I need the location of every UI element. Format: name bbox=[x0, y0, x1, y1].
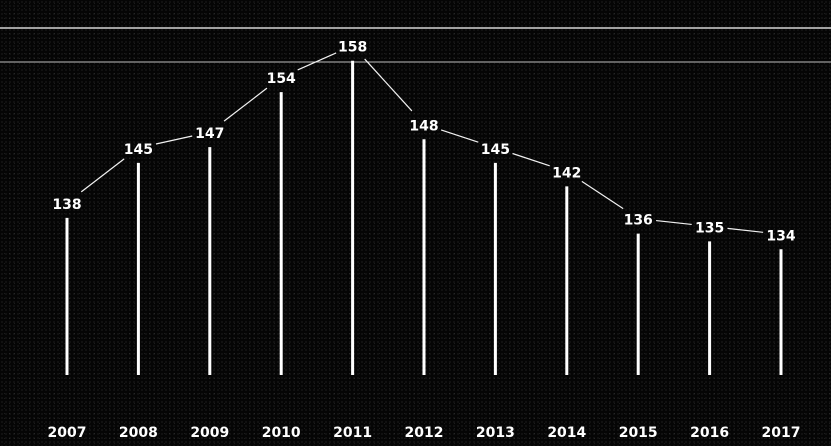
value-stems bbox=[65, 60, 783, 375]
year-label-2015: 2015 bbox=[619, 425, 658, 441]
value-labels: 138 145 147 154 158 148 145 142 136 135 134 bbox=[52, 40, 795, 245]
value-label-2009: 147 bbox=[195, 126, 224, 142]
connector-2007-2008 bbox=[80, 158, 125, 193]
connector-2009-2010 bbox=[223, 87, 268, 122]
year-label-2011: 2011 bbox=[333, 425, 372, 441]
year-label-2010: 2010 bbox=[262, 425, 301, 441]
year-axis-labels: 2007 2008 2009 2010 2011 2012 2013 2014 2015 2016… bbox=[48, 425, 801, 441]
value-label-2010: 154 bbox=[267, 71, 296, 87]
year-label-2017: 2017 bbox=[762, 425, 801, 441]
connector-2010-2011 bbox=[297, 52, 337, 71]
value-label-2012: 148 bbox=[409, 118, 438, 134]
year-label-2008: 2008 bbox=[119, 425, 158, 441]
connector-2008-2009 bbox=[155, 135, 193, 145]
connector-2015-2016 bbox=[656, 219, 692, 226]
year-label-2012: 2012 bbox=[405, 425, 444, 441]
year-label-2007: 2007 bbox=[48, 425, 87, 441]
connector-2016-2017 bbox=[727, 227, 764, 233]
connector-2011-2012 bbox=[364, 58, 413, 112]
value-label-2016: 135 bbox=[695, 220, 724, 236]
value-label-2013: 145 bbox=[481, 142, 510, 158]
connector-2014-2015 bbox=[581, 180, 624, 210]
value-label-2014: 142 bbox=[552, 165, 581, 181]
value-label-2007: 138 bbox=[52, 197, 81, 213]
year-label-2016: 2016 bbox=[690, 425, 729, 441]
value-label-2015: 136 bbox=[624, 213, 653, 229]
year-label-2009: 2009 bbox=[190, 425, 229, 441]
series-connectors bbox=[80, 52, 764, 233]
value-label-2008: 145 bbox=[124, 142, 153, 158]
value-label-2011: 158 bbox=[338, 40, 367, 56]
connector-2013-2014 bbox=[512, 152, 550, 167]
value-label-2017: 134 bbox=[766, 228, 795, 244]
connector-2012-2013 bbox=[440, 129, 479, 143]
year-label-2014: 2014 bbox=[547, 425, 586, 441]
year-label-2013: 2013 bbox=[476, 425, 515, 441]
